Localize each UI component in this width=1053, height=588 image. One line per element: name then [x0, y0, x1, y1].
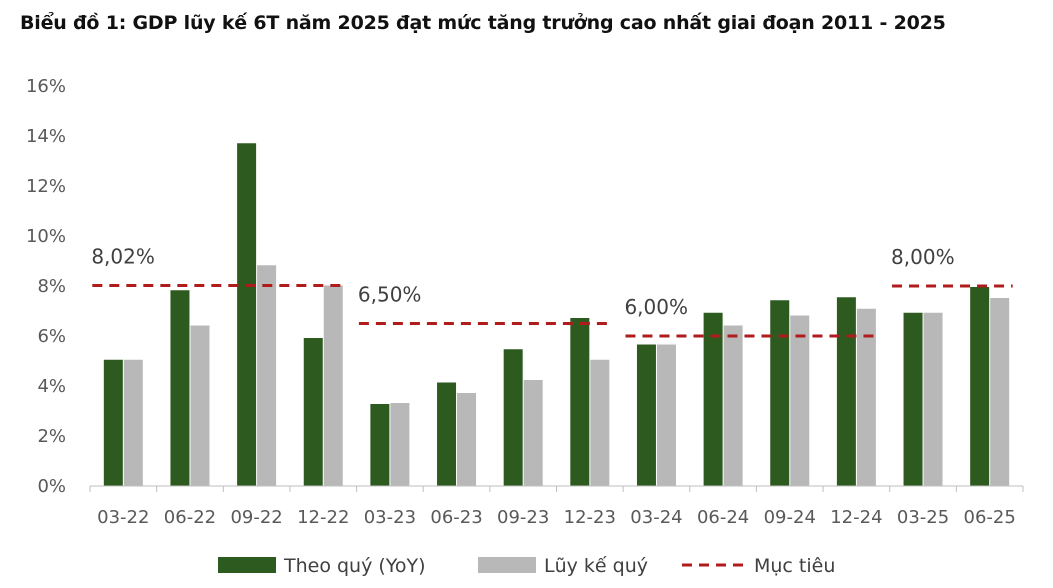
bar-theo-quy-06-22: [170, 290, 190, 486]
y-tick-label: 10%: [26, 226, 66, 247]
bars: [103, 143, 1010, 486]
bar-luy-ke-06-22: [190, 325, 210, 486]
bar-luy-ke-09-22: [257, 265, 277, 486]
y-tick-label: 2%: [37, 426, 66, 447]
bar-theo-quy-09-23: [503, 349, 523, 486]
x-tick-label: 12-24: [830, 507, 882, 528]
bar-theo-quy-03-23: [370, 404, 390, 486]
bar-theo-quy-12-23: [570, 318, 590, 486]
x-tick-label: 06-22: [164, 507, 216, 528]
x-tick-label: 09-23: [497, 507, 549, 528]
bar-luy-ke-03-22: [123, 359, 143, 486]
x-tick-label: 09-24: [764, 507, 816, 528]
bar-luy-ke-06-25: [990, 298, 1010, 486]
target-label-1: 8,02%: [91, 245, 155, 269]
target-label-3: 6,00%: [624, 295, 688, 319]
x-tick-label: 06-25: [964, 507, 1016, 528]
bar-luy-ke-03-24: [656, 344, 676, 486]
legend-label-luy-ke: Lũy kế quý: [544, 555, 648, 577]
y-axis: 0% 2% 4% 6% 8% 10% 12% 14% 16%: [26, 76, 66, 497]
x-tick-label: 03-25: [897, 507, 949, 528]
bar-theo-quy-06-25: [970, 287, 990, 486]
target-label-2: 6,50%: [358, 283, 422, 307]
y-tick-label: 16%: [26, 76, 66, 97]
x-tick-label: 03-23: [364, 507, 416, 528]
bar-luy-ke-03-23: [390, 403, 410, 486]
x-tick-label: 03-22: [97, 507, 149, 528]
chart-title: Biểu đồ 1: GDP lũy kế 6T năm 2025 đạt mứ…: [20, 12, 946, 34]
bar-luy-ke-12-23: [590, 359, 610, 486]
bar-luy-ke-12-22: [323, 285, 343, 486]
bar-theo-quy-09-22: [237, 143, 257, 486]
bar-theo-quy-06-24: [703, 312, 723, 486]
y-tick-label: 4%: [37, 376, 66, 397]
legend-swatch-luy-ke: [478, 557, 536, 573]
x-axis: 03-22 06-22 09-22 12-22 03-23 06-23 09-23 12-23…: [89, 485, 1024, 528]
y-tick-label: 8%: [37, 276, 66, 297]
x-tick-label: 03-24: [630, 507, 682, 528]
bar-luy-ke-03-25: [923, 312, 943, 486]
bar-luy-ke-06-23: [457, 393, 477, 486]
bar-theo-quy-12-22: [303, 338, 323, 486]
legend-swatch-theo-quy: [218, 557, 276, 573]
legend-label-muc-tieu: Mục tiêu: [754, 555, 835, 577]
y-tick-label: 6%: [37, 326, 66, 347]
bar-luy-ke-06-24: [723, 325, 743, 486]
target-lines: 8,02% 6,50% 6,00% 8,00%: [91, 245, 1013, 338]
target-label-4: 8,00%: [891, 245, 955, 269]
y-tick-label: 12%: [26, 176, 66, 197]
bar-theo-quy-12-24: [836, 297, 856, 486]
x-tick-label: 12-22: [297, 507, 349, 528]
x-tick-label: 12-23: [564, 507, 616, 528]
y-tick-label: 0%: [37, 476, 66, 497]
x-tick-label: 09-22: [230, 507, 282, 528]
bar-theo-quy-09-24: [770, 300, 790, 486]
bar-luy-ke-09-23: [523, 380, 543, 486]
bar-luy-ke-12-24: [856, 308, 876, 486]
x-tick-label: 06-23: [430, 507, 482, 528]
bar-theo-quy-03-25: [903, 312, 923, 486]
x-tick-label: 06-24: [697, 507, 749, 528]
legend: Theo quý (YoY) Lũy kế quý Mục tiêu: [218, 555, 835, 577]
legend-label-theo-quy: Theo quý (YoY): [283, 555, 426, 577]
bar-theo-quy-03-24: [636, 344, 656, 486]
bar-theo-quy-06-23: [437, 382, 457, 486]
bar-theo-quy-03-22: [103, 359, 123, 486]
y-tick-label: 14%: [26, 126, 66, 147]
bar-luy-ke-09-24: [790, 315, 810, 486]
